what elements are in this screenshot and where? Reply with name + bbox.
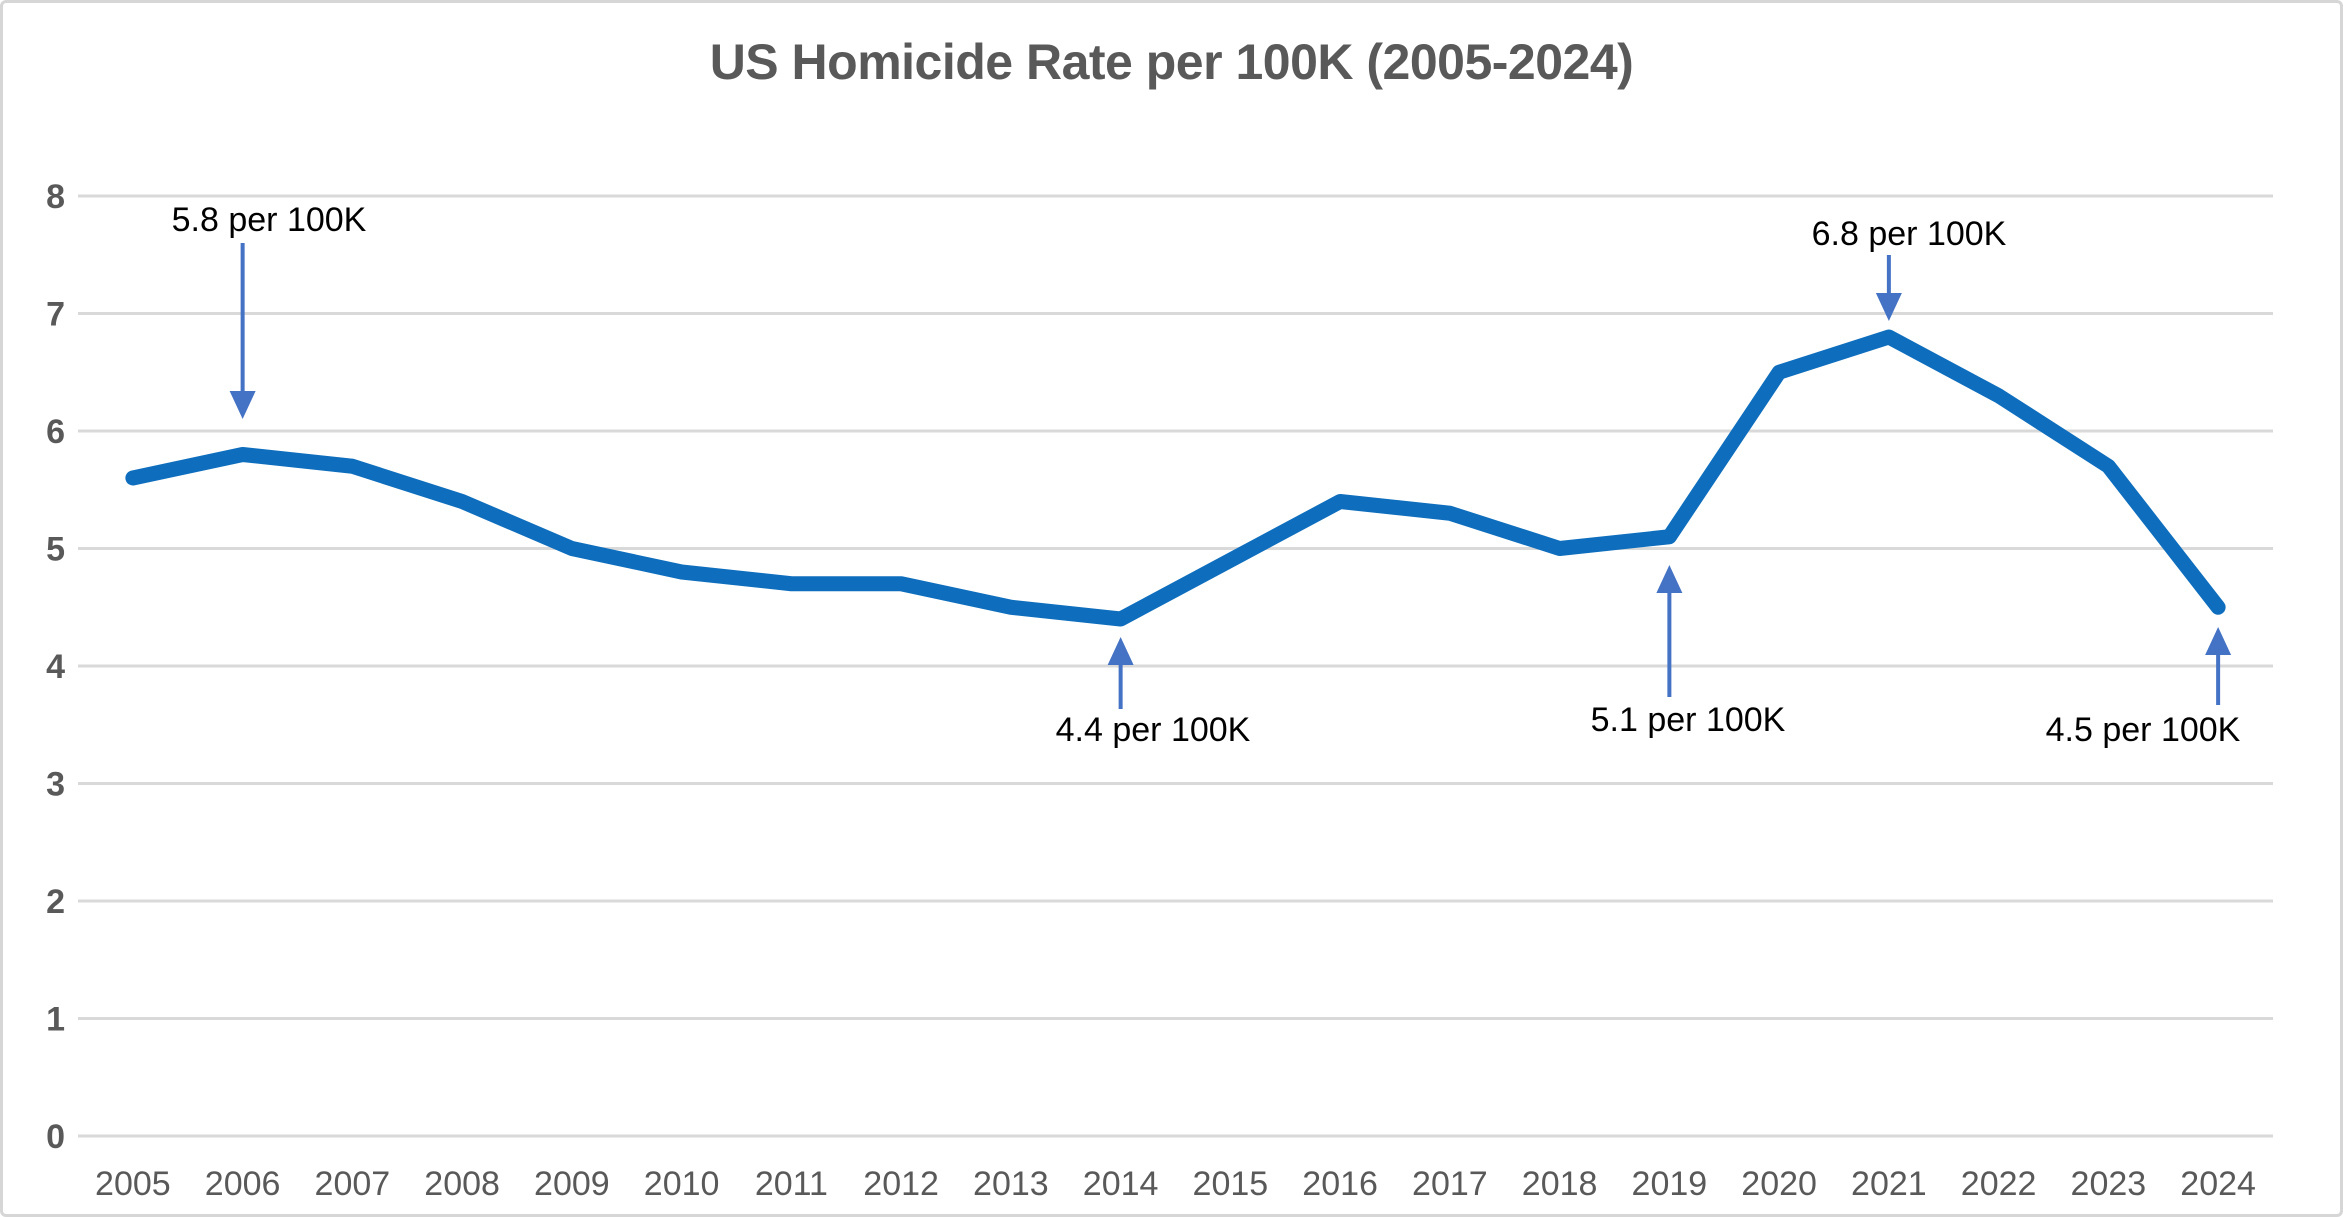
x-tick-label: 2013 [973,1165,1049,1203]
annotation-label: 4.5 per 100K [2046,711,2241,749]
x-tick-label: 2007 [315,1165,391,1203]
annotation-label: 5.1 per 100K [1591,701,1786,739]
annotation-arrow-head [1107,637,1134,665]
y-tick-label: 2 [46,883,65,921]
y-tick-label: 4 [46,648,65,686]
annotation-arrow-head [229,391,256,419]
x-tick-label: 2011 [755,1165,828,1203]
x-tick-label: 2016 [1302,1165,1378,1203]
x-tick-label: 2022 [1961,1165,2037,1203]
x-tick-label: 2015 [1193,1165,1269,1203]
x-tick-label: 2009 [534,1165,610,1203]
annotation-arrow-head [1875,293,1902,321]
y-tick-label: 6 [46,413,65,451]
x-tick-label: 2010 [644,1165,720,1203]
annotation-arrow-head [1656,565,1683,593]
y-tick-label: 5 [46,531,65,569]
x-tick-label: 2014 [1083,1165,1159,1203]
chart-title: US Homicide Rate per 100K (2005-2024) [709,34,1634,90]
y-tick-label: 3 [46,766,65,804]
x-tick-label: 2008 [424,1165,500,1203]
y-tick-label: 1 [46,1001,65,1039]
annotation-arrow-head [2205,627,2232,655]
x-tick-label: 2005 [95,1165,171,1203]
x-tick-label: 2018 [1522,1165,1598,1203]
line-chart-svg: 0 1 2 3 4 5 6 7 8 2005 2006 2007 2008 2009 2010 2011 201… [46,178,2273,1203]
y-tick-label: 8 [46,178,65,216]
x-tick-label: 2019 [1632,1165,1708,1203]
x-tick-label: 2021 [1851,1165,1927,1203]
annotation-label: 5.8 per 100K [172,201,367,239]
annotation-label: 4.4 per 100K [1056,711,1251,749]
x-tick-label: 2020 [1741,1165,1817,1203]
y-tick-label: 7 [46,296,65,334]
x-tick-label: 2017 [1412,1165,1488,1203]
x-tick-label: 2012 [863,1165,939,1203]
x-tick-label: 2023 [2071,1165,2147,1203]
annotation-label: 6.8 per 100K [1812,215,2007,253]
x-tick-label: 2006 [205,1165,281,1203]
y-tick-label: 0 [46,1118,65,1156]
x-tick-label: 2024 [2180,1165,2256,1203]
homicide-rate-series [125,329,2226,627]
